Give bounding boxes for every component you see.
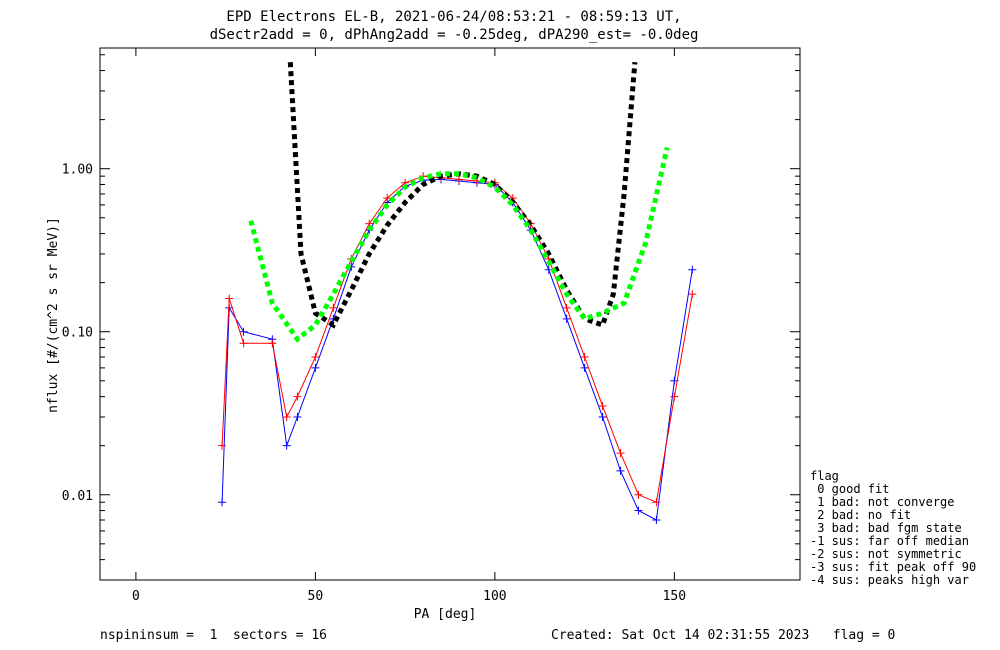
legend-item: -2 sus: not symmetric — [810, 547, 962, 561]
data-point — [580, 352, 589, 361]
data-point — [652, 516, 661, 525]
data-point — [598, 402, 607, 411]
plot-area — [218, 61, 697, 525]
y-axis-label: nflux [#/(cm^2 s sr MeV)] — [46, 217, 61, 413]
x-tick-label: 50 — [308, 589, 324, 604]
legend-item: -3 sus: fit peak off 90 — [810, 560, 977, 574]
data-point — [225, 294, 234, 303]
data-point — [598, 412, 607, 421]
data-point — [293, 412, 302, 421]
plot-frame — [99, 47, 801, 581]
data-point — [383, 194, 392, 203]
y-tick-label: 1.00 — [62, 163, 93, 178]
y-tick-label: 0.01 — [62, 489, 93, 504]
series-0 — [218, 175, 697, 525]
series-3 — [248, 146, 670, 343]
data-point — [239, 339, 248, 348]
data-point — [311, 352, 320, 361]
data-point — [282, 441, 291, 450]
y-tick-label: 0.10 — [62, 326, 93, 341]
legend-item: 0 good fit — [810, 482, 890, 496]
series-line — [221, 178, 693, 521]
data-point — [311, 363, 320, 372]
data-point — [688, 265, 697, 274]
footer-sector-info: nspininsum = 1 sectors = 16 — [100, 628, 327, 643]
footer-created-info: Created: Sat Oct 14 02:31:55 2023 flag =… — [551, 628, 896, 643]
data-point — [218, 441, 227, 450]
data-point — [616, 449, 625, 458]
legend-item: -1 sus: far off median — [810, 534, 969, 548]
series-line — [221, 175, 693, 503]
legend-item: 3 bad: bad fgm state — [810, 521, 962, 535]
data-point — [293, 392, 302, 401]
legend-item: -4 sus: peaks high var — [810, 573, 969, 587]
legend-item: 2 bad: no fit — [810, 508, 912, 522]
data-point — [634, 506, 643, 515]
data-point — [688, 290, 697, 299]
x-tick-label: 150 — [663, 589, 686, 604]
data-point — [454, 175, 463, 184]
data-point — [268, 339, 277, 348]
x-tick-label: 100 — [483, 589, 506, 604]
axes: 0 50 100 150 0.01 0.10 1.00 — [62, 47, 801, 604]
data-point — [580, 363, 589, 372]
data-point — [329, 303, 338, 312]
legend-title: flag — [810, 469, 839, 483]
data-point — [218, 498, 227, 507]
x-axis-label: PA [deg] — [414, 607, 477, 622]
legend-item: 1 bad: not converge — [810, 495, 955, 509]
chart-title: EPD Electrons EL-B, 2021-06-24/08:53:21 … — [226, 9, 681, 25]
data-point — [282, 412, 291, 421]
data-point — [670, 392, 679, 401]
data-point — [239, 327, 248, 336]
data-point — [562, 314, 571, 323]
series-line — [248, 146, 670, 343]
data-point — [616, 466, 625, 475]
data-point — [634, 490, 643, 499]
chart-subtitle: dSectr2add = 0, dPhAng2add = -0.25deg, d… — [210, 27, 699, 43]
data-point — [652, 498, 661, 507]
series-1 — [218, 172, 697, 507]
data-point — [562, 303, 571, 312]
x-tick-label: 0 — [132, 589, 140, 604]
